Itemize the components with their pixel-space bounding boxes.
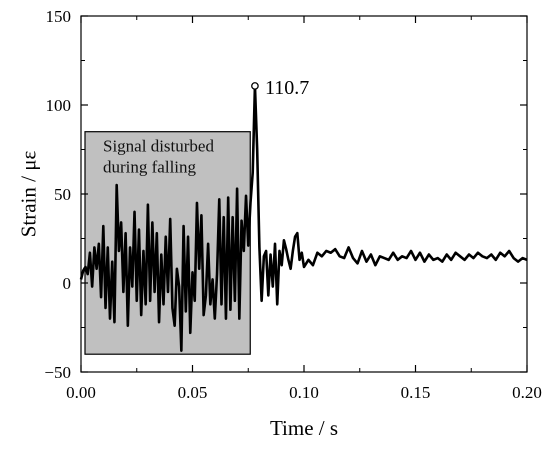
y-tick-label: 150	[46, 7, 72, 26]
peak-label: 110.7	[265, 77, 309, 99]
x-axis-title: Time / s	[270, 416, 338, 440]
x-tick-label: 0.00	[66, 383, 96, 402]
y-tick-label: −50	[44, 363, 71, 382]
y-tick-label: 0	[63, 274, 72, 293]
x-tick-label: 0.05	[178, 383, 208, 402]
region-label-line-2: during falling	[103, 158, 197, 177]
y-tick-label: 100	[46, 96, 72, 115]
strain-series-line	[79, 84, 528, 352]
x-tick-label: 0.10	[289, 383, 319, 402]
region-label-line-1: Signal disturbed	[103, 137, 214, 156]
peak-marker	[251, 82, 259, 90]
y-tick-label: 50	[54, 185, 71, 204]
y-axis-title: Strain / με	[16, 151, 40, 238]
x-tick-label: 0.20	[512, 383, 542, 402]
tick-labels: 0.00 0.05 0.10 0.15 0.20 −50 0 50 100 150	[44, 7, 541, 402]
axis-ticks	[80, 15, 528, 373]
x-tick-label: 0.15	[401, 383, 431, 402]
